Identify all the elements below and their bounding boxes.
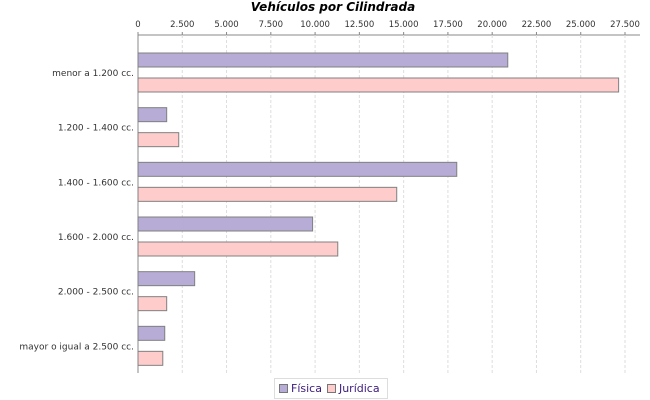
legend-item: Jurídica <box>326 382 380 395</box>
bar-fisica <box>137 161 458 177</box>
bar-fisica <box>137 325 166 341</box>
bar-fisica <box>137 52 509 68</box>
tick-label: 12.500 <box>344 20 374 30</box>
tick-label: 5.000 <box>214 20 238 30</box>
bar-juridica <box>137 296 168 312</box>
bar-fisica <box>137 107 168 123</box>
tick-label: 25.000 <box>566 20 596 30</box>
tick-label: 27.500 <box>610 20 640 30</box>
category-label: 2.000 - 2.500 cc. <box>58 288 134 298</box>
tick-label: 17.500 <box>433 20 463 30</box>
legend-label: Física <box>291 382 322 395</box>
category-label: 1.200 - 1.400 cc. <box>58 124 134 134</box>
legend-label: Jurídica <box>338 382 380 395</box>
tick-label: 7.500 <box>259 20 283 30</box>
category-label: 1.400 - 1.600 cc. <box>58 178 134 188</box>
bar-juridica <box>137 77 620 93</box>
bar-fisica <box>137 216 314 232</box>
category-label: menor a 1.200 cc. <box>52 69 134 79</box>
legend-swatch <box>326 384 336 393</box>
legend: Física Jurídica <box>274 378 388 399</box>
bar-fisica <box>137 271 196 287</box>
tick-label: 0 <box>135 20 140 30</box>
bar-juridica <box>137 241 339 257</box>
bar-juridica <box>137 132 180 148</box>
legend-item: Física <box>278 382 322 395</box>
tick-label: 22.500 <box>522 20 552 30</box>
chart-title: Vehículos por Cilindrada <box>251 0 415 14</box>
tick-label: 15.000 <box>389 20 419 30</box>
category-label: mayor o igual a 2.500 cc. <box>19 342 134 352</box>
category-label: 1.600 - 2.000 cc. <box>58 233 134 243</box>
legend-swatch <box>279 384 288 393</box>
tick-label: 20.000 <box>477 20 507 30</box>
bar-juridica <box>137 186 398 202</box>
bar-juridica <box>137 350 164 366</box>
tick-label: 10.000 <box>300 20 330 30</box>
tick-label: 2.500 <box>170 20 194 30</box>
